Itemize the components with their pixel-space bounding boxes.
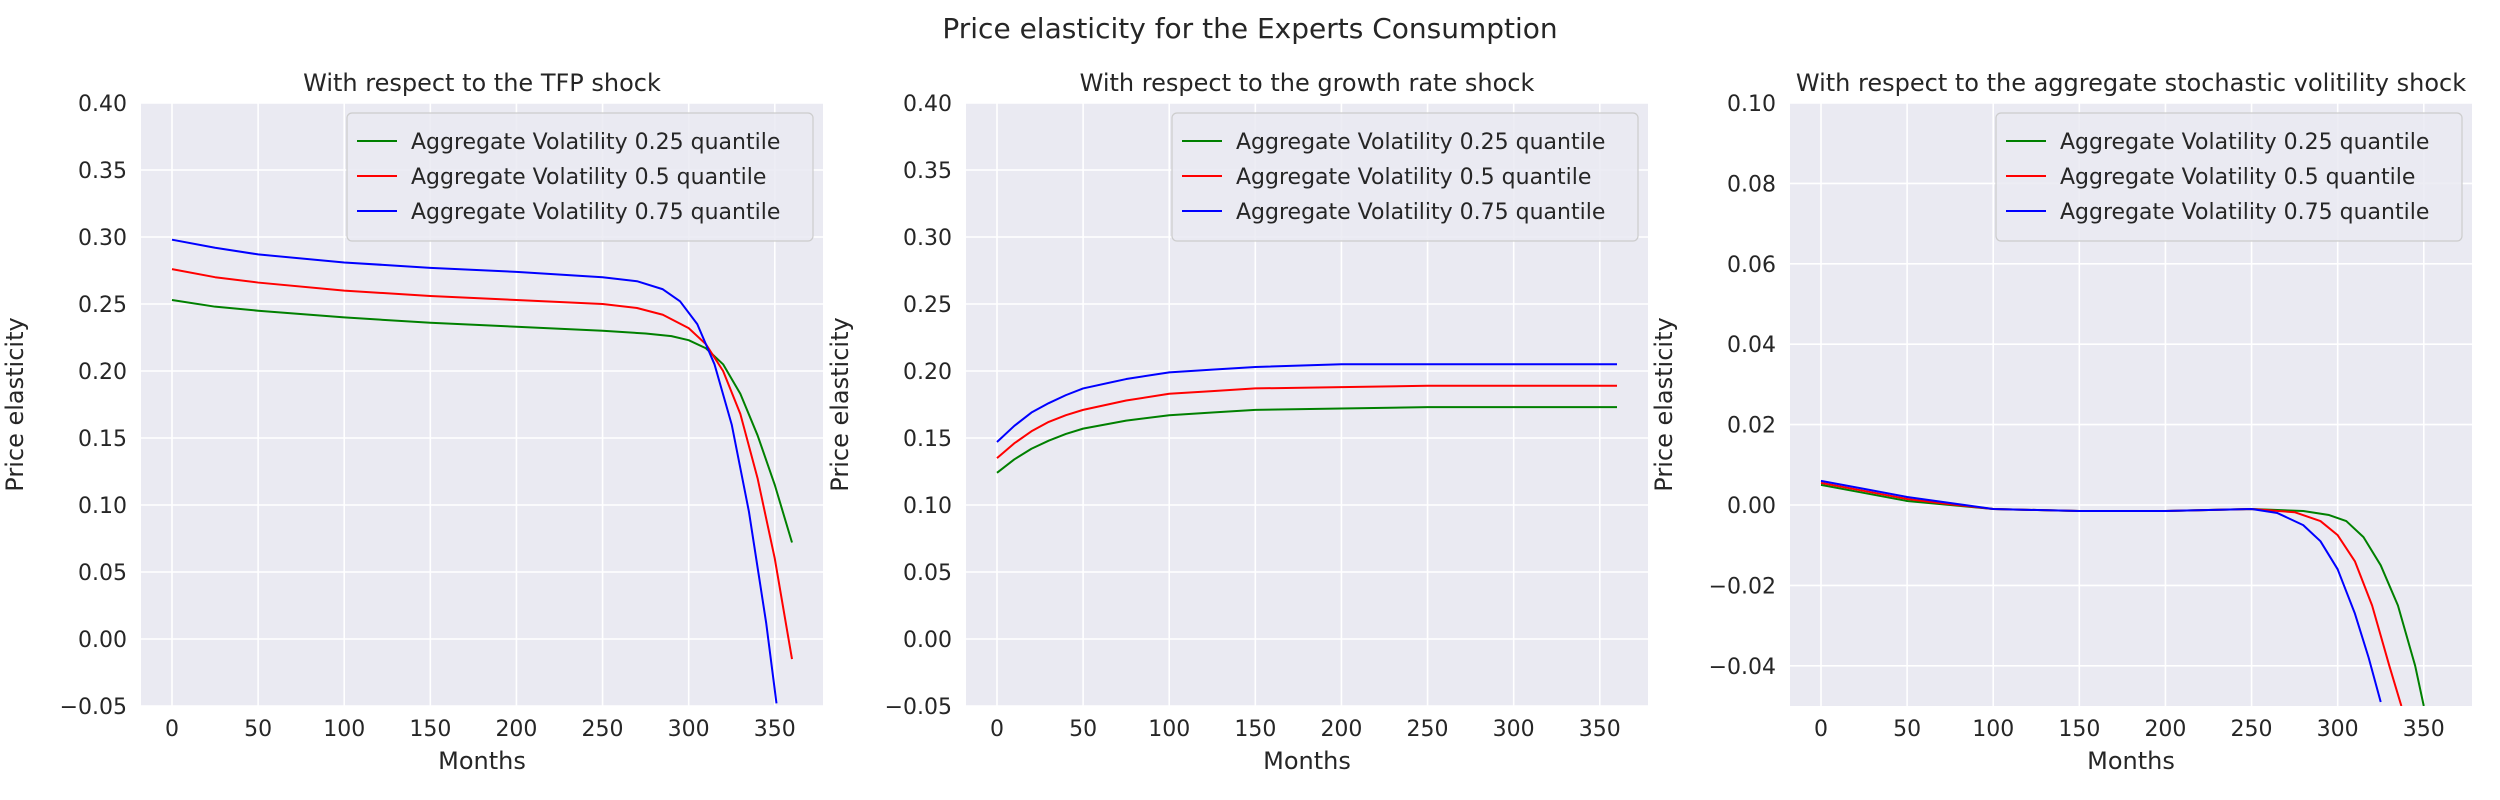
series-line [171, 298, 793, 543]
x-tick-label: 100 [1148, 717, 1190, 742]
y-tick-label: 0.10 [903, 494, 952, 519]
x-tick-label: 150 [1234, 717, 1276, 742]
y-tick-label: 0.10 [78, 494, 127, 519]
legend: Aggregate Volatility 0.25 quantile Aggreg… [1171, 112, 1639, 242]
y-axis-label: Price elasticity [1650, 317, 1678, 491]
legend-label: Aggregate Volatility 0.25 quantile [411, 130, 780, 155]
chart-panel-1: 0 50 100 150 200 250 300 350 −0.05 0.00 0.05 0.10 0.… [1, 69, 823, 775]
x-tick-label: 300 [2317, 717, 2359, 742]
x-tick-label: 0 [165, 717, 179, 742]
x-tick-label: 250 [582, 717, 624, 742]
y-tick-label: 0.15 [903, 427, 952, 452]
chart-panel-3: 0 50 100 150 200 250 300 350 −0.04 −0.02 0.00 0.02 0… [1650, 69, 2472, 775]
x-tick-label: 150 [409, 717, 451, 742]
x-tick-label: 50 [1069, 717, 1097, 742]
series-line [171, 238, 778, 704]
series-line [996, 406, 1617, 474]
chart-panel-2: 0 50 100 150 200 250 300 350 −0.05 0.00 0.05 0.10 0.… [826, 69, 1648, 775]
series-line [171, 268, 793, 660]
x-tick-label: 350 [2403, 717, 2445, 742]
x-tick-label: 100 [323, 717, 365, 742]
x-tick-label: 350 [754, 717, 796, 742]
legend-label: Aggregate Volatility 0.5 quantile [1236, 165, 1591, 190]
series-group [996, 363, 1617, 474]
y-axis-label: Price elasticity [826, 317, 854, 491]
x-axis-label: Months [2087, 747, 2175, 775]
x-tick-label: 350 [1579, 717, 1621, 742]
y-tick-label: −0.05 [60, 695, 127, 720]
chart-title: With respect to the aggregate stochastic… [1796, 69, 2466, 97]
y-tick-label: 0.04 [1727, 333, 1776, 358]
x-tick-label: 0 [990, 717, 1004, 742]
y-tick-label: 0.02 [1727, 414, 1776, 439]
x-tick-label: 50 [244, 717, 272, 742]
y-tick-label: 0.25 [78, 293, 127, 318]
x-tick-label: 0 [1814, 717, 1828, 742]
legend-label: Aggregate Volatility 0.25 quantile [1236, 130, 1605, 155]
y-tick-label: 0.15 [78, 427, 127, 452]
x-tick-label: 250 [1407, 717, 1449, 742]
y-tick-label: 0.00 [1727, 494, 1776, 519]
legend-label: Aggregate Volatility 0.5 quantile [411, 165, 766, 190]
x-tick-label: 200 [1320, 717, 1362, 742]
x-tick-label: 200 [2144, 717, 2186, 742]
y-tick-label: 0.00 [903, 628, 952, 653]
y-axis-label: Price elasticity [1, 317, 29, 491]
x-tick-label: 200 [495, 717, 537, 742]
x-tick-label: 50 [1893, 717, 1921, 742]
x-tick-label: 300 [1493, 717, 1535, 742]
y-tick-label: 0.08 [1727, 172, 1776, 197]
y-tick-label: −0.04 [1709, 655, 1776, 680]
series-group [1820, 479, 2425, 706]
figure-title: Price elasticity for the Experts Consump… [942, 12, 1557, 45]
legend-label: Aggregate Volatility 0.75 quantile [411, 200, 780, 225]
y-tick-label: 0.05 [78, 561, 127, 586]
x-tick-label: 250 [2231, 717, 2273, 742]
series-line [1820, 479, 2382, 703]
legend-frame [1995, 112, 2463, 242]
x-tick-label: 100 [1972, 717, 2014, 742]
y-tick-label: 0.20 [903, 360, 952, 385]
y-tick-label: 0.10 [1727, 92, 1776, 117]
y-tick-label: 0.05 [903, 561, 952, 586]
legend-frame [346, 112, 814, 242]
y-tick-label: 0.25 [903, 293, 952, 318]
y-tick-label: 0.35 [78, 159, 127, 184]
chart-title: With respect to the growth rate shock [1080, 69, 1535, 97]
legend-label: Aggregate Volatility 0.75 quantile [2060, 200, 2429, 225]
y-tick-label: −0.02 [1709, 574, 1776, 599]
series-line [996, 363, 1617, 443]
series-group [171, 238, 793, 704]
legend-frame [1171, 112, 1639, 242]
y-tick-label: 0.00 [78, 628, 127, 653]
y-tick-label: 0.06 [1727, 253, 1776, 278]
legend-label: Aggregate Volatility 0.75 quantile [1236, 200, 1605, 225]
x-axis-label: Months [1263, 747, 1351, 775]
y-tick-label: 0.30 [903, 226, 952, 251]
y-tick-label: 0.30 [78, 226, 127, 251]
legend-label: Aggregate Volatility 0.5 quantile [2060, 165, 2415, 190]
x-tick-label: 300 [668, 717, 710, 742]
y-tick-label: 0.35 [903, 159, 952, 184]
legend-label: Aggregate Volatility 0.25 quantile [2060, 130, 2429, 155]
x-tick-label: 150 [2058, 717, 2100, 742]
y-tick-label: 0.20 [78, 360, 127, 385]
series-line [996, 384, 1617, 459]
y-tick-label: 0.40 [903, 92, 952, 117]
x-axis-label: Months [438, 747, 526, 775]
chart-title: With respect to the TFP shock [303, 69, 661, 97]
legend: Aggregate Volatility 0.25 quantile Aggreg… [1995, 112, 2463, 242]
legend: Aggregate Volatility 0.25 quantile Aggreg… [346, 112, 814, 242]
y-tick-label: 0.40 [78, 92, 127, 117]
y-tick-label: −0.05 [885, 695, 952, 720]
